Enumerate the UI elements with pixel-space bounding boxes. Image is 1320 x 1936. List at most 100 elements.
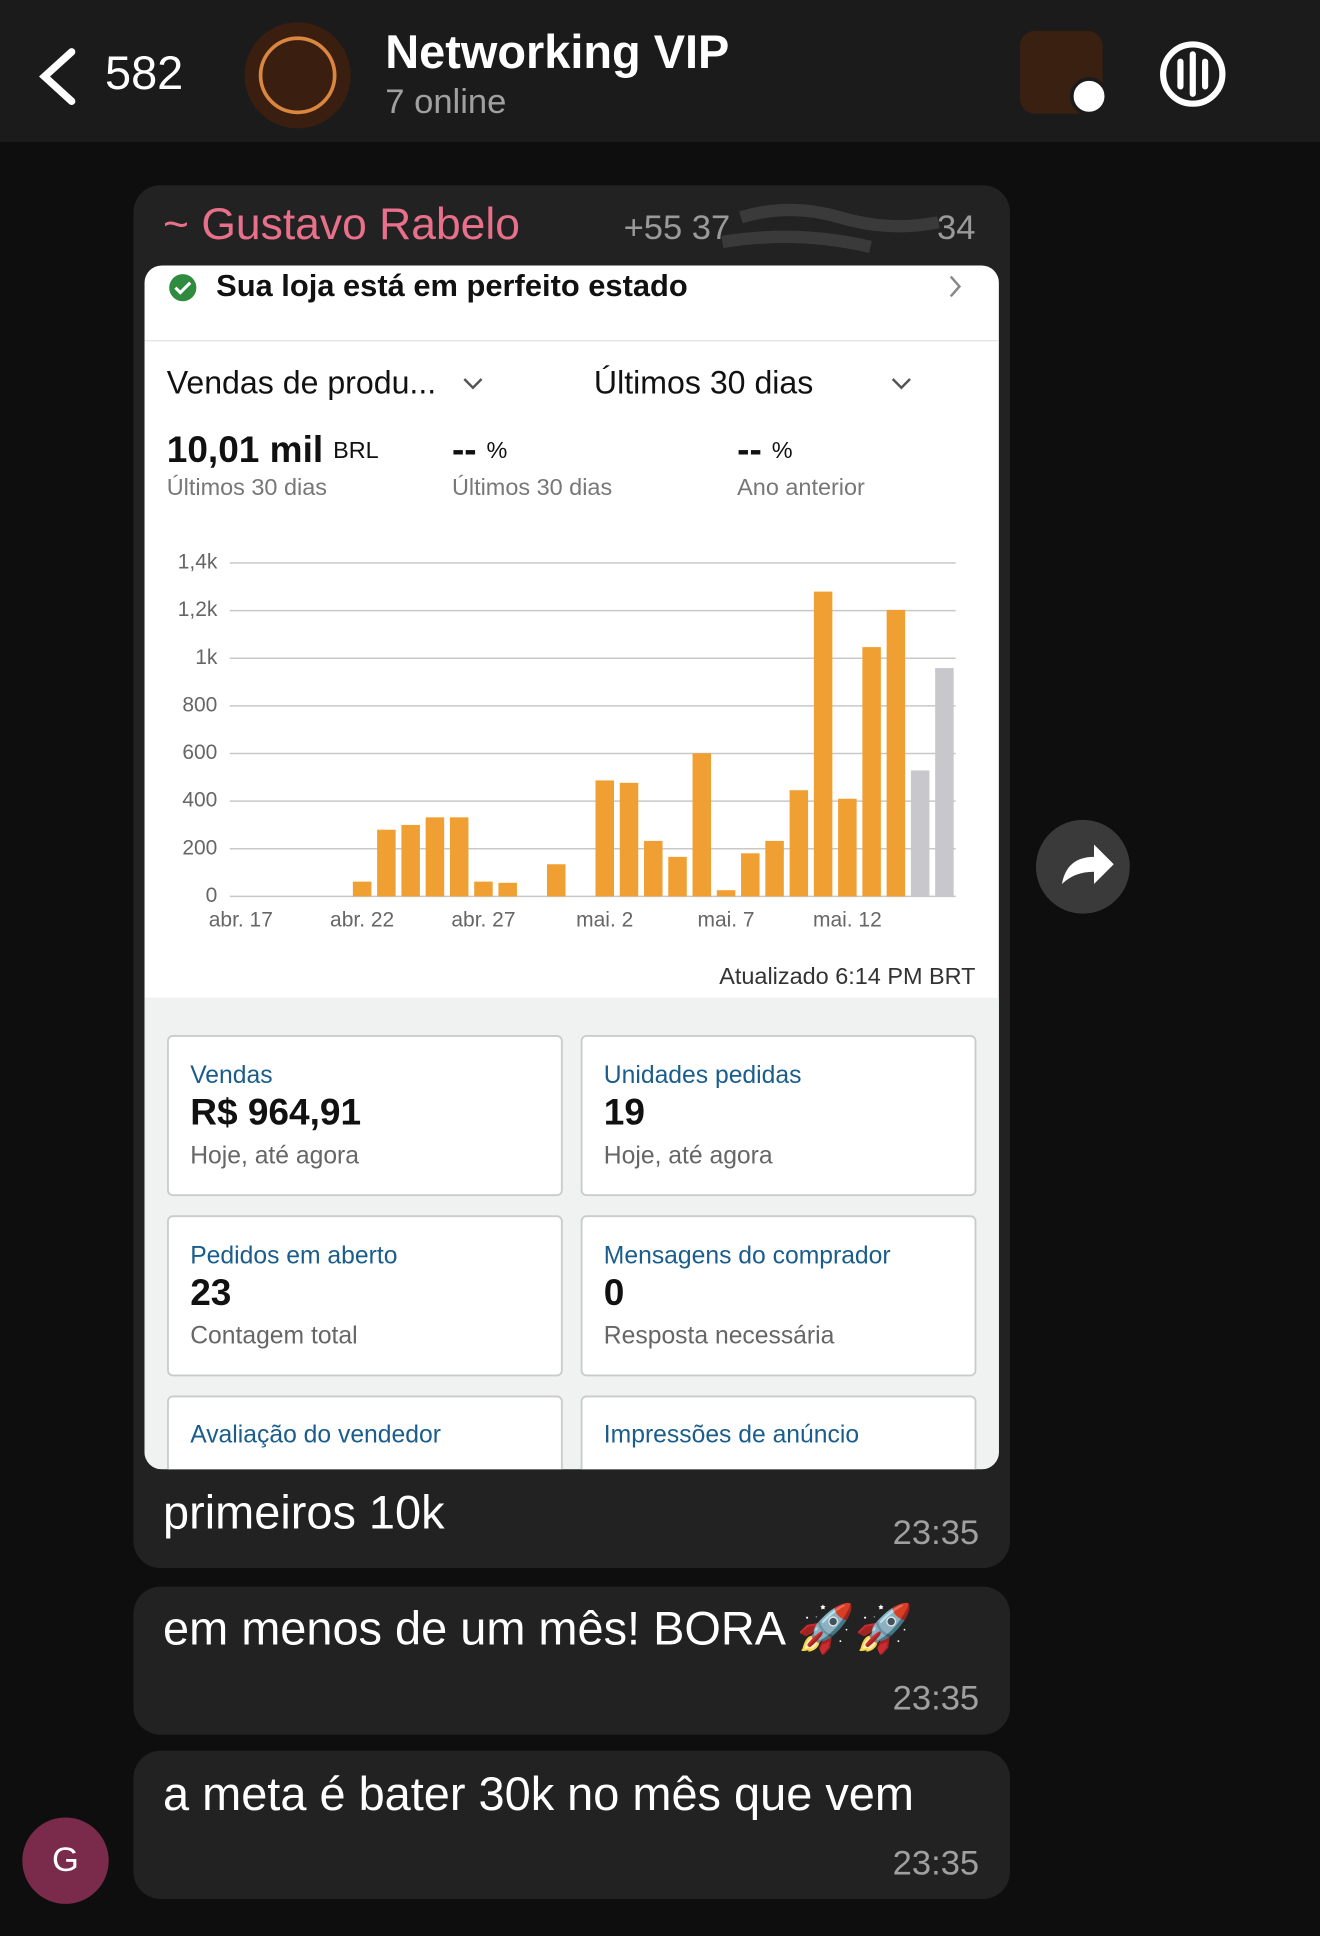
chevron: [949, 275, 962, 298]
card-title: Mensagens do comprador: [604, 1242, 891, 1269]
bar: [425, 817, 445, 897]
card-title: Pedidos em aberto: [190, 1242, 397, 1269]
bar: [838, 798, 857, 897]
metric-card: [580, 1395, 977, 1470]
y-tick-label: 1,4k: [178, 551, 218, 574]
kpi-number: --: [452, 428, 477, 470]
caption: primeiros 10k: [163, 1487, 445, 1539]
shared-screenshot[interactable]: Sua loja está em perfeito estado Vendas …: [144, 265, 999, 1555]
bar: [474, 881, 493, 897]
bar: [377, 829, 396, 897]
metric-card: [167, 1215, 563, 1377]
x-tick-label: mai. 2: [576, 909, 633, 932]
card-note: Hoje, até agora: [190, 1142, 359, 1169]
y-tick-label: 600: [182, 741, 217, 764]
message-bubble: [133, 1750, 1011, 1899]
dropdown: [891, 378, 911, 390]
card-title: Impressões de anúncio: [604, 1421, 859, 1448]
bar: [716, 890, 736, 897]
sender-name[interactable]: ~ Gustavo Rabelo: [163, 200, 520, 249]
kpi-unit: BRL: [333, 437, 379, 463]
card-title: Avaliação do vendedor: [190, 1421, 441, 1448]
kpi-value: --%: [737, 428, 792, 470]
kpi-unit: %: [487, 437, 508, 463]
bar: [644, 840, 663, 897]
forward-icon: [1061, 844, 1114, 885]
bar: [886, 609, 906, 897]
message-bubble: [133, 1586, 1011, 1735]
x-tick-label: abr. 22: [330, 909, 394, 932]
voice-icon: [1177, 51, 1209, 97]
bar: [741, 853, 760, 897]
voice-chat-button[interactable]: [1160, 41, 1226, 107]
card-value: 23: [190, 1271, 231, 1313]
status-icon: [169, 274, 197, 302]
badge-check: [1069, 77, 1109, 116]
kpi-value: 10,01 mil BRL: [167, 428, 379, 470]
timestamp: 23:35: [893, 1679, 980, 1717]
card-title: Vendas: [190, 1062, 272, 1089]
y-tick-label: 200: [182, 836, 217, 859]
kpi-label: Últimos 30 dias: [452, 474, 612, 500]
avatar-letter: G: [52, 1841, 79, 1879]
group-title[interactable]: Networking VIP: [385, 26, 729, 78]
card-value: R$ 964,91: [190, 1091, 361, 1133]
bar: [765, 840, 784, 897]
timestamp: 23:35: [893, 1845, 980, 1883]
bar: [813, 591, 833, 897]
kpi-value: --%: [452, 428, 507, 470]
back-button[interactable]: [38, 48, 76, 105]
card-note: Hoje, até agora: [604, 1142, 773, 1169]
kpi-number: --: [737, 428, 762, 470]
y-tick-label: 800: [182, 693, 217, 716]
metric-card: [580, 1034, 977, 1197]
unread-count[interactable]: 582: [105, 47, 183, 99]
message-text: a meta é bater 30k no mês que vem: [163, 1768, 914, 1820]
bar: [910, 770, 930, 897]
card-note: Contagem total: [190, 1323, 357, 1350]
card-note: Resposta necessária: [604, 1323, 835, 1350]
updated-note: Atualizado 6:14 PM BRT: [719, 963, 975, 989]
bar: [789, 790, 809, 897]
dropdown: [463, 378, 483, 390]
bar: [692, 753, 712, 897]
redaction: [721, 203, 940, 253]
card-title: Unidades pedidas: [604, 1062, 802, 1089]
x-tick-label: mai. 12: [813, 909, 882, 932]
bar: [352, 881, 372, 897]
kpi-number: 10,01 mil: [167, 428, 323, 470]
sender-avatar[interactable]: [22, 1817, 109, 1904]
bar: [546, 864, 566, 897]
kpi-label: Ano anterior: [737, 474, 865, 500]
bar: [668, 856, 687, 897]
online-status: 7 online: [385, 83, 506, 121]
bar: [595, 780, 615, 897]
kpi-label: Últimos 30 dias: [167, 474, 327, 500]
y-tick-label: 0: [206, 884, 218, 907]
avatar-emblem: [258, 36, 337, 115]
period-selector: Últimos 30 dias: [594, 365, 813, 401]
x-tick-label: abr. 17: [209, 909, 273, 932]
bar: [401, 824, 420, 897]
timestamp: 23:35: [893, 1514, 980, 1552]
sender-phone: +55 37: [624, 209, 731, 247]
bar: [498, 882, 517, 897]
bar: [862, 647, 881, 897]
card-value: 19: [604, 1091, 645, 1133]
bar: [935, 668, 954, 897]
kpi-unit: %: [772, 437, 793, 463]
status-text: Sua loja está em perfeito estado: [216, 268, 688, 303]
y-tick-label: 1,2k: [178, 598, 218, 621]
x-tick-label: abr. 27: [451, 909, 515, 932]
sender-phone-end: 34: [937, 209, 975, 247]
bar: [449, 817, 469, 897]
card-value: 0: [604, 1271, 625, 1313]
y-tick-label: 1k: [195, 646, 218, 669]
metric-selector: Vendas de produ...: [167, 365, 436, 401]
status-check: [174, 281, 192, 295]
x-tick-label: mai. 7: [698, 909, 755, 932]
metric-card: [167, 1395, 563, 1470]
y-tick-label: 400: [182, 789, 217, 812]
metric-card: [167, 1034, 563, 1197]
